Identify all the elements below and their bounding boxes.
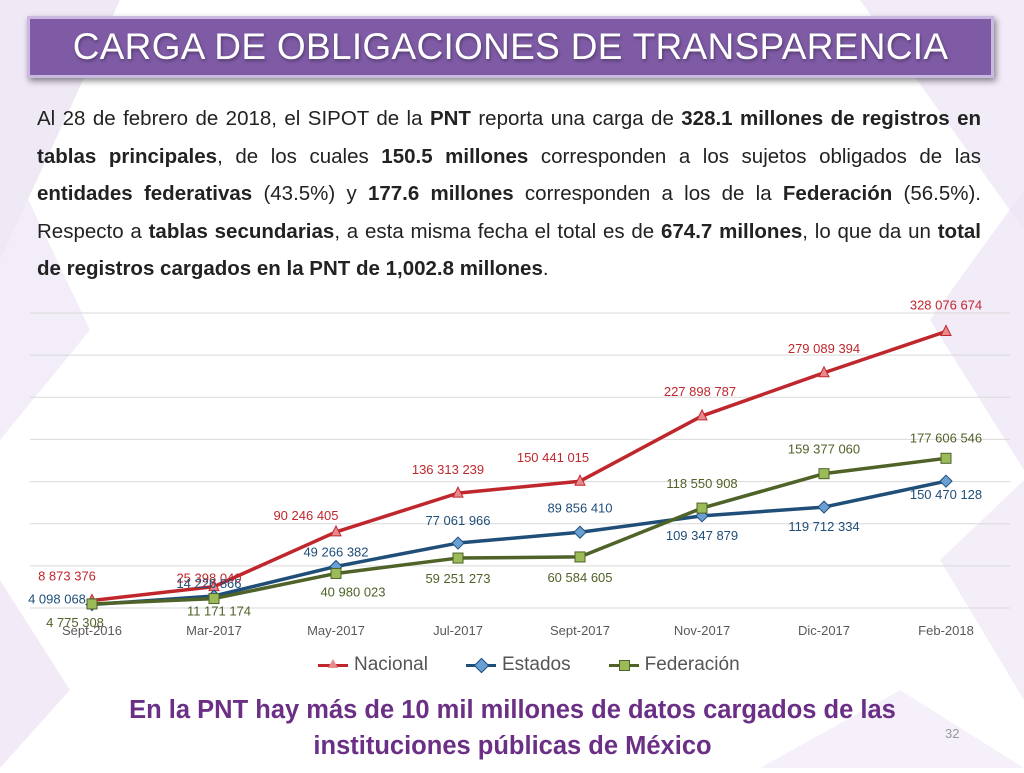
data-label-federación: 59 251 273 (425, 571, 490, 586)
series-line-nacional (90, 329, 948, 603)
data-point-marker (940, 452, 952, 464)
data-point-marker (208, 593, 220, 605)
x-tick-label: Mar-2017 (186, 623, 242, 638)
footer-statement: En la PNT hay más de 10 mil millones de … (129, 696, 896, 760)
intro-paragraph: Al 28 de febrero de 2018, el SIPOT de la… (37, 100, 981, 288)
intro-run-6: corresponden a los sujetos obligados de … (528, 144, 981, 168)
legend-label: Estados (501, 654, 571, 675)
legend-label: Nacional (354, 654, 428, 675)
data-label-estados: 89 856 410 (547, 500, 612, 515)
intro-run-1: PNT (429, 107, 471, 130)
data-point-marker (452, 485, 464, 498)
data-point-marker (330, 567, 342, 579)
data-label-federación: 118 550 908 (666, 476, 737, 491)
data-point-marker (818, 468, 830, 480)
intro-run-16: , lo que da un (802, 219, 938, 243)
data-label-nacional: 90 246 405 (273, 508, 338, 523)
data-label-federación: 159 377 060 (788, 442, 860, 457)
x-tick-label: Sept-2017 (550, 623, 610, 638)
data-label-federación: 11 171 174 (187, 604, 251, 619)
x-tick-label: Sept-2016 (62, 623, 122, 638)
x-tick-label: Nov-2017 (674, 623, 730, 638)
data-point-marker (696, 502, 708, 514)
intro-run-5: 150.5 millones (381, 144, 529, 168)
data-label-federación: 60 584 605 (547, 570, 612, 585)
intro-run-17: total de registros cargados en la PNT de… (37, 219, 981, 281)
data-point-marker (940, 324, 952, 336)
legend-item-estados: Estados (465, 654, 571, 676)
legend-swatch-icon (318, 658, 348, 672)
data-label-estados: 119 712 334 (788, 519, 859, 534)
x-tick-label: May-2017 (307, 623, 365, 638)
data-label-estados: 77 061 966 (425, 513, 490, 528)
data-label-federación: 40 980 023 (320, 584, 385, 599)
intro-run-10: corresponden a los de la (513, 182, 783, 205)
intro-run-11: Federación (782, 182, 893, 205)
title-banner: CARGA DE OBLIGACIONES DE TRANSPARENCIA (27, 16, 994, 78)
legend-swatch-icon (465, 657, 496, 674)
intro-run-8: (43.5%) y (252, 182, 368, 205)
x-tick-label: Jul-2017 (433, 623, 483, 638)
data-label-estados: 49 266 382 (303, 544, 368, 559)
data-label-estados: 14 226 866 (176, 576, 241, 591)
legend-item-nacional: Nacional (318, 654, 428, 676)
intro-run-12: (56.5%). Respecto a (37, 182, 981, 243)
legend-swatch-icon (608, 658, 639, 672)
data-point-marker (452, 552, 464, 564)
data-label-estados: 4 098 068 (28, 592, 86, 607)
data-point-marker (574, 474, 586, 486)
intro-run-4: , de los cuales (217, 144, 382, 168)
x-tick-label: Feb-2018 (918, 623, 974, 638)
intro-run-7: entidades federativas (37, 182, 253, 205)
intro-run-3: 328.1 millones de registros en tablas pr… (37, 107, 981, 168)
data-label-nacional: 328 076 674 (910, 297, 982, 312)
data-point-marker (574, 551, 586, 563)
intro-run-15: 674.7 millones (661, 219, 803, 243)
data-label-nacional: 150 441 015 (517, 450, 589, 465)
data-label-estados: 109 347 879 (666, 528, 738, 543)
intro-run-0: Al 28 de febrero de 2018, el SIPOT de la (37, 107, 430, 130)
legend-label: Federación (644, 654, 740, 675)
series-line-federación (90, 456, 948, 606)
intro-run-14: , a esta misma fecha el total es de (334, 219, 661, 243)
series-line-estados (90, 479, 948, 607)
data-point-marker (573, 525, 587, 539)
data-label-federación: 4 775 308 (46, 615, 104, 630)
intro-run-18: . (542, 257, 549, 280)
page-number: 32 (945, 726, 960, 741)
data-label-nacional: 8 873 376 (38, 569, 96, 584)
intro-run-13: tablas secundarias (148, 219, 335, 243)
data-point-marker (86, 598, 98, 610)
slide-title: CARGA DE OBLIGACIONES DE TRANSPARENCIA (72, 26, 949, 67)
data-point-marker (696, 408, 708, 421)
data-label-nacional: 25 398 040 (176, 571, 241, 586)
data-label-nacional: 227 898 787 (664, 384, 736, 399)
x-tick-label: Dic-2017 (798, 623, 850, 638)
intro-run-2: reporta una carga de (470, 107, 682, 130)
data-point-marker (939, 474, 953, 488)
data-label-nacional: 136 313 239 (412, 462, 484, 477)
data-point-marker (330, 524, 342, 537)
intro-run-9: 177.6 millones (367, 182, 514, 205)
data-label-federación: 177 606 546 (910, 430, 982, 445)
data-point-marker (818, 365, 830, 378)
data-label-nacional: 279 089 394 (788, 341, 860, 356)
data-point-marker (451, 536, 465, 550)
chart-legend: Nacional Estados Federación (318, 654, 778, 676)
data-label-estados: 150 470 128 (910, 487, 982, 502)
data-point-marker (817, 500, 831, 514)
legend-item-federación: Federación (608, 654, 740, 676)
